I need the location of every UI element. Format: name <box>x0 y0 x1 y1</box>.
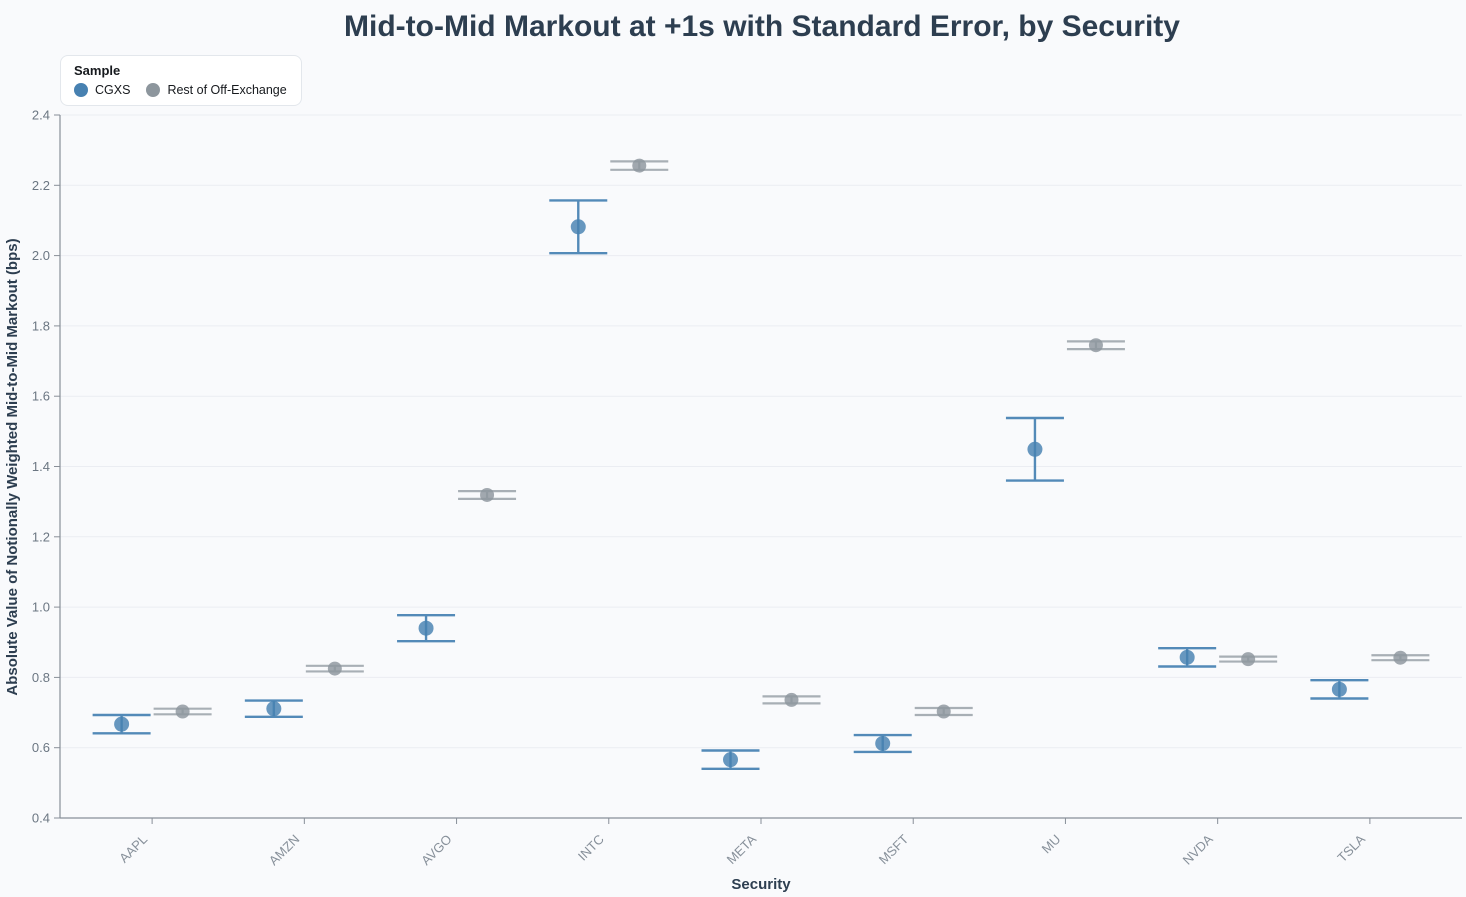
y-tick-label: 0.8 <box>32 670 50 685</box>
y-tick-label: 1.4 <box>32 459 50 474</box>
errorbar-meta <box>762 692 821 707</box>
y-tick-label: 1.0 <box>32 600 50 615</box>
errorbar-tsla <box>1371 650 1430 665</box>
x-tick-label-meta: META <box>724 831 760 867</box>
data-point-intc <box>570 219 586 235</box>
x-tick-label-mu: MU <box>1039 832 1064 857</box>
data-point-avgo <box>418 620 434 636</box>
data-point-avgo <box>480 487 495 502</box>
x-tick-label-tsla: TSLA <box>1334 831 1368 865</box>
legend-item-cgxs: CGXS <box>74 83 130 97</box>
y-tick-label: 2.2 <box>32 178 50 193</box>
errorbar-mu <box>1066 338 1125 353</box>
data-point-mu <box>1027 441 1043 457</box>
x-tick-label-nvda: NVDA <box>1180 831 1216 867</box>
data-point-intc <box>632 158 647 173</box>
data-point-amzn <box>327 661 342 676</box>
legend-label-cgxs: CGXS <box>95 83 131 97</box>
errorbar-amzn <box>244 699 303 718</box>
errorbar-msft <box>853 733 912 754</box>
x-tick-label-aapl: AAPL <box>116 832 150 866</box>
cgxs-swatch-icon <box>74 83 88 97</box>
data-point-nvda <box>1179 649 1195 665</box>
chart-title: Mid-to-Mid Markout at +1s with Standard … <box>344 10 1180 43</box>
data-point-tsla <box>1331 681 1347 697</box>
errorbar-amzn <box>305 661 364 676</box>
errorbar-aapl <box>153 704 212 719</box>
x-tick-label-msft: MSFT <box>876 831 912 867</box>
data-point-mu <box>1088 338 1103 353</box>
x-tick-label-amzn: AMZN <box>266 832 303 869</box>
data-point-aapl <box>114 716 130 732</box>
errorbar-avgo <box>458 487 517 502</box>
y-tick-label: 2.0 <box>32 248 50 263</box>
data-series <box>92 158 1430 770</box>
legend-label-rest-of-off-exchange: Rest of Off-Exchange <box>167 83 287 97</box>
x-tick-label-avgo: AVGO <box>418 832 454 868</box>
data-point-meta <box>784 692 799 707</box>
series-cgxs <box>92 199 1369 770</box>
y-tick-label: 1.6 <box>32 389 50 404</box>
data-point-meta <box>723 752 738 768</box>
errorbar-intc <box>610 158 669 173</box>
y-tick-label: 2.4 <box>32 108 50 123</box>
legend-title: Sample <box>74 63 121 78</box>
data-point-nvda <box>1241 652 1256 667</box>
data-point-tsla <box>1393 650 1408 665</box>
errorbar-msft <box>914 704 973 719</box>
series-rest-of-off-exchange <box>153 158 1430 719</box>
errorbar-tsla <box>1310 679 1369 700</box>
y-tick-label: 0.6 <box>32 740 50 755</box>
errorbar-aapl <box>92 713 151 735</box>
errorbar-avgo <box>397 613 456 643</box>
errorbar-mu <box>1005 416 1064 482</box>
y-tick-label: 1.2 <box>32 529 50 544</box>
data-point-msft <box>875 735 891 751</box>
errorbar-meta <box>701 749 760 770</box>
errorbar-nvda <box>1219 652 1278 667</box>
y-axis-title: Absolute Value of Notionally Weighted Mi… <box>4 238 21 695</box>
data-point-amzn <box>266 701 282 717</box>
x-axis-title: Security <box>731 876 791 893</box>
y-tick-label: 1.8 <box>32 318 50 333</box>
x-tick-label-intc: INTC <box>575 832 607 864</box>
errorbar-nvda <box>1158 647 1217 668</box>
rest-of-off-exchange-swatch-icon <box>146 83 161 97</box>
data-point-aapl <box>175 704 190 719</box>
legend-item-rest-of-off-exchange: Rest of Off-Exchange <box>146 83 287 97</box>
errorbar-intc <box>549 199 608 255</box>
axes: 0.4 0.6 0.8 1.0 1.2 1.4 1.6 1.8 2.0 2.2 2.4 AAPL AMZ… <box>32 108 1462 869</box>
legend: Sample CGXS Rest of Off-Exchange <box>60 55 302 106</box>
legend-items: CGXS Rest of Off-Exchange <box>74 83 287 97</box>
data-point-msft <box>936 704 951 719</box>
gridlines <box>60 114 1462 819</box>
y-tick-label: 0.4 <box>32 811 50 826</box>
